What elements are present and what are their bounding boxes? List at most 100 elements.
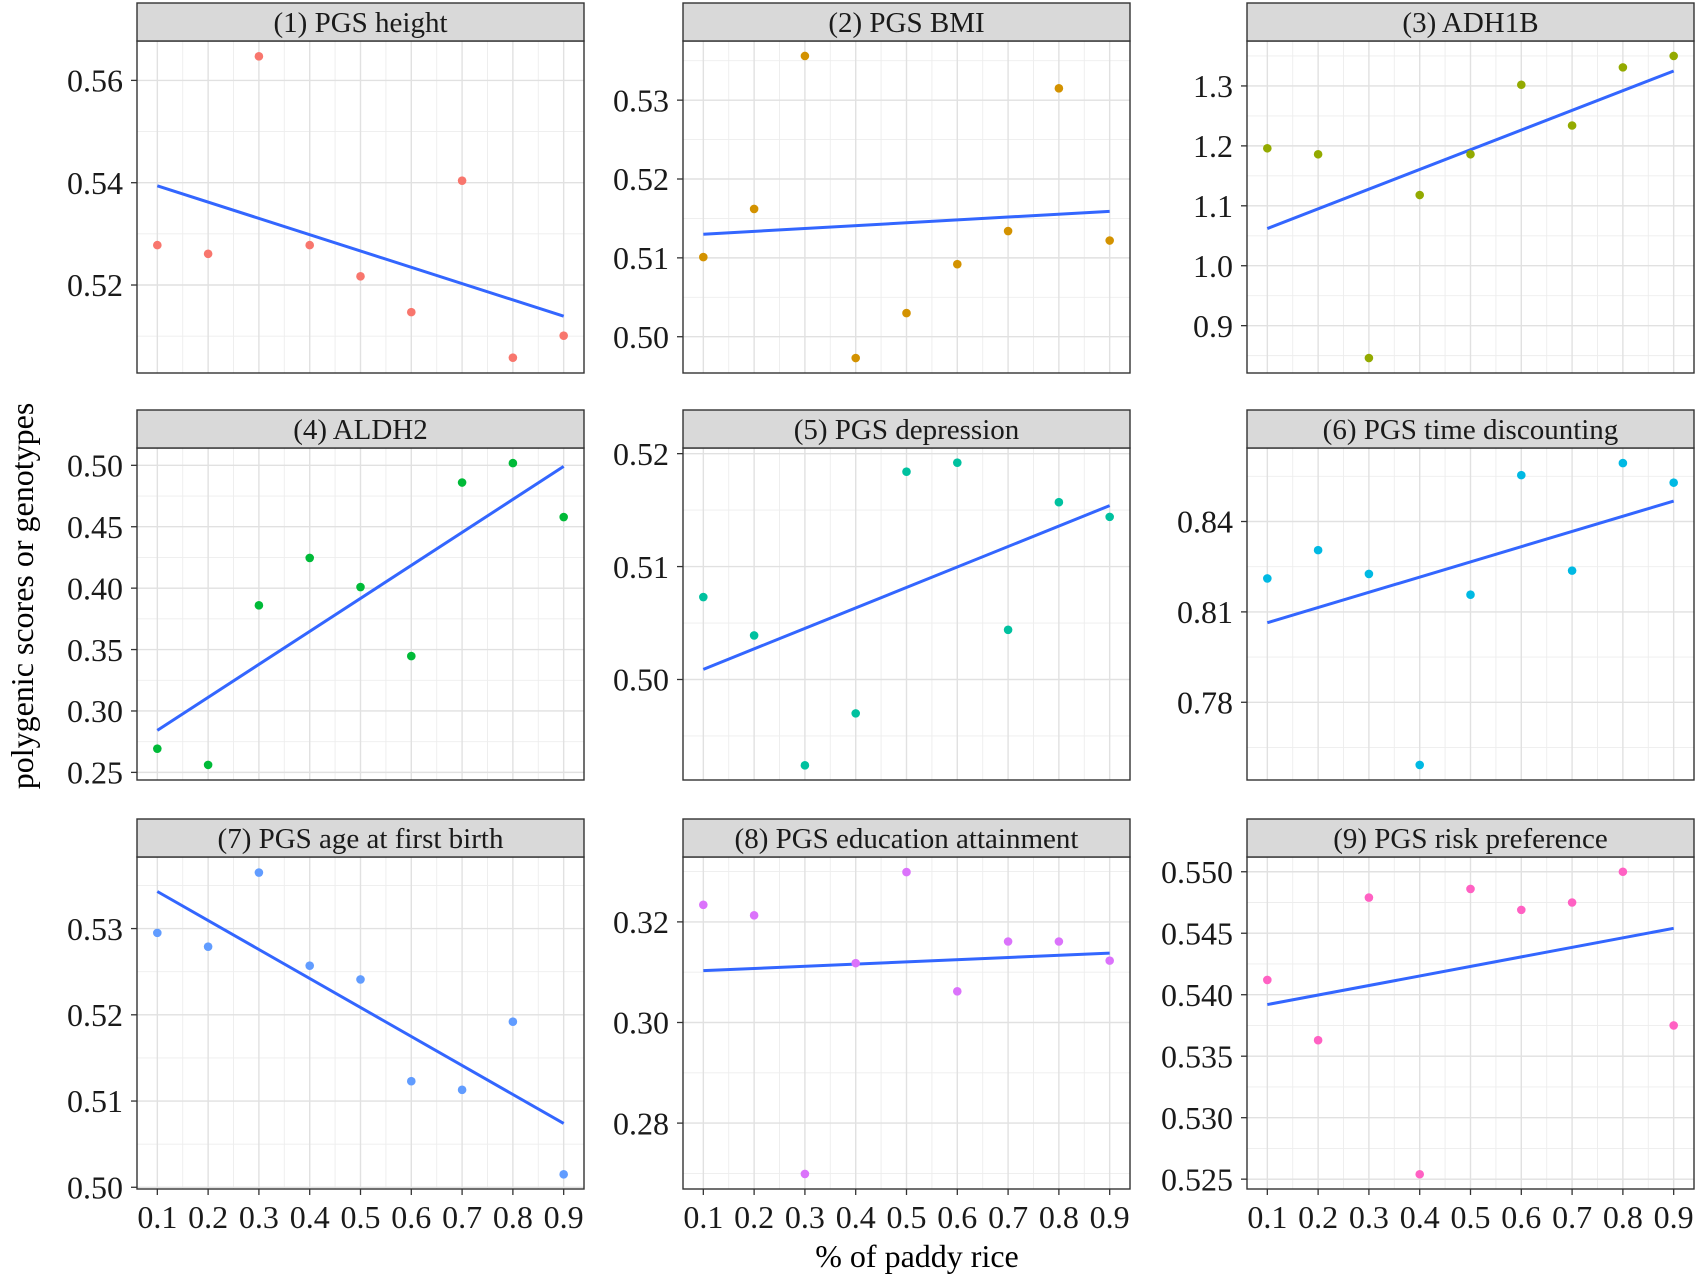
panel-7-point-8 — [508, 1017, 518, 1027]
panel-1-strip-title: (1) PGS height — [274, 7, 448, 39]
panel-9-point-4 — [1415, 1169, 1425, 1179]
panel-5-strip — [682, 409, 1131, 449]
panel-7-point-7 — [457, 1085, 467, 1095]
panel-1-point-7 — [457, 176, 467, 185]
panel-8-x-tick-label: 0.4 — [836, 1199, 876, 1235]
panel-9-point-7 — [1567, 898, 1577, 907]
panel-4-point-6 — [406, 651, 416, 661]
x-axis-title: % of paddy rice — [815, 1238, 1018, 1274]
panel-3-point-8 — [1618, 63, 1628, 72]
panel-1-point-5 — [356, 272, 365, 281]
panel-4-point-4 — [305, 553, 315, 563]
panel-4-point-2 — [203, 760, 213, 770]
panel-6-y-tick-label: 0.84 — [1177, 504, 1233, 540]
panel-6-fit-line — [1266, 499, 1675, 625]
panel-1-point-2 — [203, 249, 213, 259]
panel-4: (4) ALDH2 0.25 0.30 0.35 0.40 0.45 0.50 — [67, 409, 585, 791]
panel-7-y-tick-label: 0.50 — [67, 1169, 123, 1205]
panel-3-point-9 — [1669, 51, 1678, 61]
panel-8-x-tick-label: 0.9 — [1090, 1199, 1130, 1235]
panel-5-point-2 — [749, 631, 759, 640]
panel-2-point-1 — [699, 252, 708, 262]
panel-7-point-3 — [254, 868, 264, 877]
panel-9-point-5 — [1466, 884, 1475, 894]
panel-4-y-tick-label: 0.35 — [67, 632, 123, 668]
panel-2-strip-title: (2) PGS BMI — [828, 7, 984, 39]
panel-8-x-tick-label: 0.5 — [887, 1199, 927, 1235]
panel-8-point-8 — [1054, 937, 1064, 946]
panel-5-point-6 — [952, 458, 962, 467]
panel-8-strip-title: (8) PGS education attainment — [735, 823, 1079, 855]
panel-2-fit-line — [703, 209, 1110, 236]
panel-3-fit-line — [1266, 69, 1675, 230]
panel-4-point-3 — [254, 601, 264, 610]
panel-7-x-tick-label: 0.3 — [239, 1199, 279, 1235]
panel-8: (8) PGS education attainment 0.28 0.30 0.32… — [613, 818, 1131, 1235]
panel-2-point-3 — [800, 51, 810, 61]
panel-3-point-7 — [1567, 121, 1577, 130]
panel-7-x-tick-label: 0.6 — [391, 1199, 431, 1235]
panel-9-y-tick-label: 0.530 — [1161, 1100, 1233, 1136]
panel-6-strip-title: (6) PGS time discounting — [1323, 414, 1619, 446]
panel-3-y-tick-label: 1.1 — [1193, 188, 1233, 224]
panel-3: (3) ADH1B 0.9 1.0 1.1 1.2 1.3 — [1193, 2, 1695, 374]
panel-2-point-4 — [851, 353, 861, 363]
panel-6-point-7 — [1567, 566, 1577, 575]
panel-5-strip-title: (5) PGS depression — [794, 414, 1020, 446]
panel-9-strip — [1246, 818, 1695, 858]
panel-3-point-3 — [1364, 353, 1374, 363]
panel-5-fit-line — [702, 504, 1111, 671]
panel-8-point-1 — [699, 900, 708, 910]
panel-8-y-tick-label: 0.32 — [613, 904, 669, 940]
panel-8-x-tick-label: 0.8 — [1039, 1199, 1079, 1235]
panel-8-point-6 — [952, 987, 962, 996]
panel-9-y-tick-label: 0.550 — [1161, 854, 1233, 890]
panel-6-point-1 — [1263, 574, 1272, 583]
panel-9-x-tick-label: 0.7 — [1552, 1199, 1592, 1235]
panel-4-y-tick-label: 0.50 — [67, 448, 123, 484]
panel-1: (1) PGS height 0.52 0.54 0.56 — [67, 2, 585, 374]
panel-3-y-tick-label: 1.0 — [1193, 248, 1233, 284]
panel-3-strip — [1246, 2, 1695, 42]
panel-7-point-6 — [406, 1076, 416, 1086]
panel-7-x-tick-label: 0.2 — [188, 1199, 228, 1235]
panel-3-strip-title: (3) ADH1B — [1402, 7, 1538, 39]
panel-2-point-9 — [1105, 236, 1114, 245]
panel-9-x-tick-label: 0.6 — [1501, 1199, 1541, 1235]
panel-8-x-tick-label: 0.2 — [734, 1199, 774, 1235]
panel-1-point-3 — [254, 52, 264, 61]
panel-6: (6) PGS time discounting 0.78 0.81 0.84 — [1177, 409, 1695, 781]
panel-3-y-tick-label: 1.3 — [1193, 68, 1233, 104]
panel-7-fit-line — [156, 890, 565, 1125]
panel-8-point-4 — [851, 958, 861, 968]
panel-9-x-tick-label: 0.4 — [1400, 1199, 1440, 1235]
panel-8-strip — [682, 818, 1131, 858]
panel-1-y-tick-label: 0.54 — [67, 165, 123, 201]
panel-9-point-3 — [1364, 893, 1374, 902]
panel-5-point-7 — [1003, 625, 1013, 635]
panel-6-y-tick-label: 0.81 — [1177, 594, 1233, 630]
panel-8-fit-line — [703, 951, 1110, 973]
panel-2-y-tick-label: 0.50 — [613, 319, 669, 355]
panel-2-strip — [682, 2, 1131, 42]
panel-7-strip-title: (7) PGS age at first birth — [218, 823, 504, 855]
panel-2-y-tick-label: 0.53 — [613, 82, 669, 118]
panel-2-y-tick-label: 0.51 — [613, 240, 669, 276]
panel-9-point-1 — [1263, 975, 1272, 985]
panel-9-strip-title: (9) PGS risk preference — [1333, 823, 1608, 855]
panel-1-point-1 — [153, 240, 162, 250]
panel-6-point-2 — [1313, 545, 1323, 555]
panel-8-x-tick-label: 0.1 — [683, 1199, 723, 1235]
panel-7-point-2 — [203, 942, 213, 951]
panel-1-y-tick-label: 0.52 — [67, 267, 123, 303]
panel-4-point-7 — [457, 478, 467, 487]
panel-4-point-9 — [559, 512, 568, 522]
y-axis-title: polygenic scores or genotypes — [4, 403, 40, 790]
panel-1-point-4 — [305, 240, 315, 250]
panel-5-y-tick-label: 0.50 — [613, 662, 669, 698]
panel-4-point-5 — [356, 582, 365, 592]
panel-2: (2) PGS BMI 0.50 0.51 0.52 0.53 — [613, 2, 1131, 374]
panel-3-point-5 — [1466, 149, 1475, 159]
panel-8-y-tick-label: 0.30 — [613, 1005, 669, 1041]
panel-8-point-3 — [800, 1169, 810, 1179]
